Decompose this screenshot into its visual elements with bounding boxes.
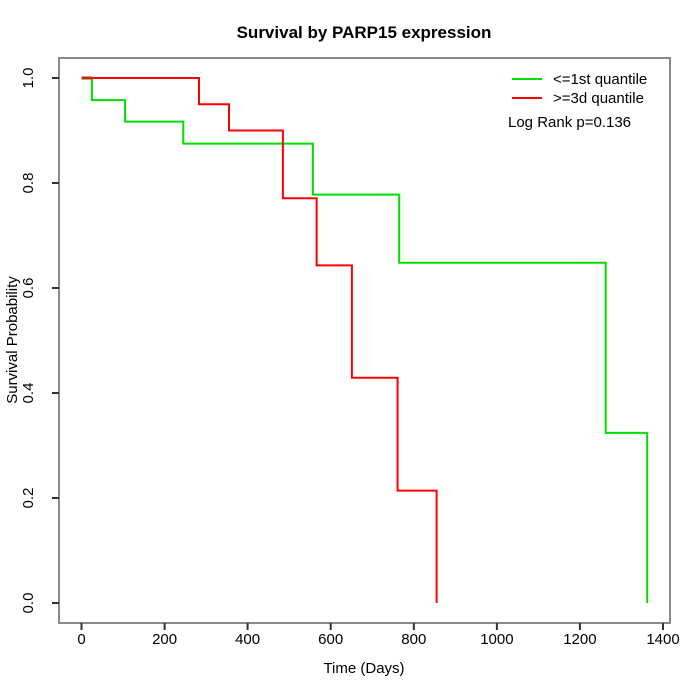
y-axis-label: Survival Probability bbox=[4, 276, 21, 404]
x-tick-label: 600 bbox=[318, 631, 343, 648]
survival-curves bbox=[81, 76, 649, 603]
km-curve-third-quantile bbox=[81, 77, 438, 603]
legend-label-first-quantile: <=1st quantile bbox=[553, 71, 647, 88]
x-tick-label: 1200 bbox=[563, 631, 596, 648]
x-tick-label: 400 bbox=[235, 631, 260, 648]
legend-label-third-quantile: >=3d quantile bbox=[553, 90, 644, 107]
chart-title: Survival by PARP15 expression bbox=[237, 23, 492, 42]
y-tick-label: 0.2 bbox=[20, 488, 37, 509]
x-tick-label: 800 bbox=[401, 631, 426, 648]
y-tick-label: 0.6 bbox=[20, 278, 37, 299]
km-curve-first-quantile bbox=[81, 77, 649, 603]
log-rank-p-value: Log Rank p=0.136 bbox=[508, 114, 631, 131]
y-tick-label: 1.0 bbox=[20, 68, 37, 89]
x-axis-label: Time (Days) bbox=[323, 660, 404, 677]
x-tick-label: 1000 bbox=[480, 631, 513, 648]
y-tick-label: 0.8 bbox=[20, 173, 37, 194]
y-tick-label: 0.4 bbox=[20, 383, 37, 404]
x-tick-label: 200 bbox=[152, 631, 177, 648]
x-tick-label: 0 bbox=[77, 631, 85, 648]
x-axis: 0 200 400 600 800 1000 1200 1400 bbox=[77, 623, 680, 648]
y-tick-label: 0.0 bbox=[20, 593, 37, 614]
legend: <=1st quantile >=3d quantile Log Rank p=… bbox=[508, 71, 647, 131]
y-axis: 0.0 0.2 0.4 0.6 0.8 1.0 bbox=[20, 68, 59, 614]
plot-box bbox=[58, 57, 671, 624]
x-tick-label: 1400 bbox=[646, 631, 679, 648]
